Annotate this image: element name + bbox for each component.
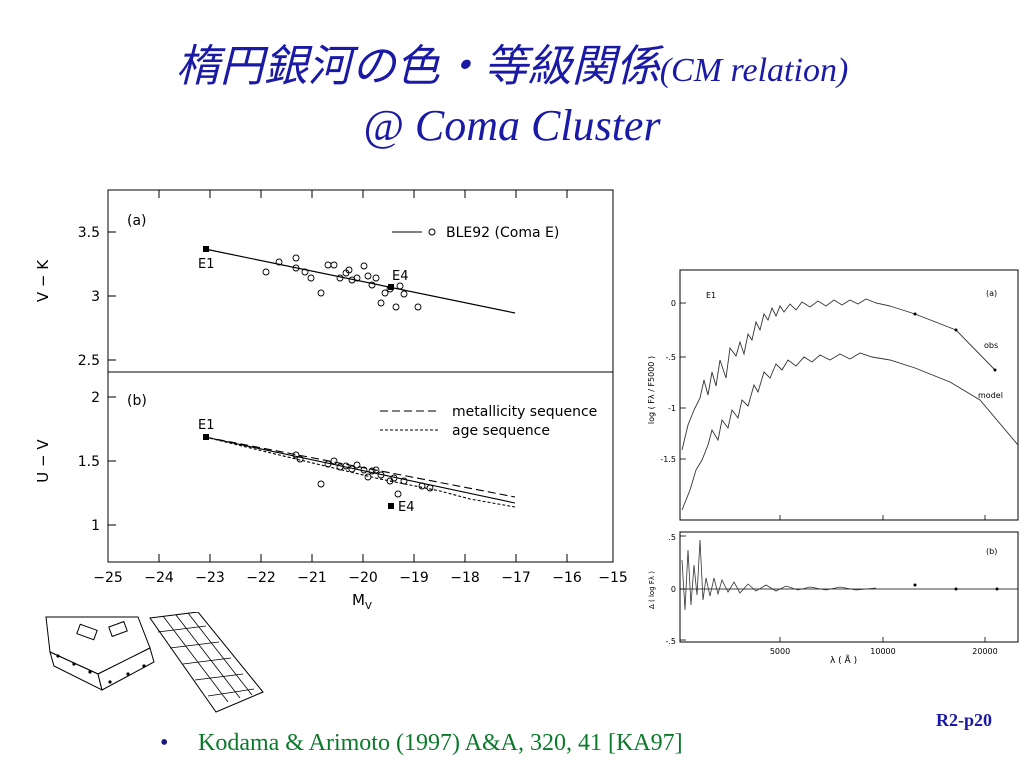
sed-ytick: 0 [671, 299, 676, 308]
panel-a-ytick: 3 [91, 289, 100, 305]
xlabel: MV [352, 591, 372, 612]
e1-label-a: E1 [198, 257, 215, 272]
e1-label-b: E1 [198, 418, 215, 433]
ble92-points-a [262, 254, 422, 311]
panel-b-ytick: 2 [91, 390, 100, 406]
sed-figure: E1 (a) obs model log ( Fλ / F5000 ) 0 -.… [647, 269, 1019, 656]
legend-metallicity: metallicity sequence [452, 404, 597, 420]
residual-spectrum [681, 539, 877, 611]
residual-ylabel: Δ ( log Fλ ) [648, 571, 656, 609]
e4-marker-b [388, 503, 394, 509]
xtick: −25 [93, 570, 123, 586]
model-label: model [978, 391, 1003, 400]
panel-a-ytick: 2.5 [78, 353, 100, 369]
age-sequence-line [204, 436, 516, 508]
metallicity-sequence-line [204, 436, 516, 498]
panel-b-label: (b) [127, 393, 147, 409]
panel-b-ytick: 1 [91, 518, 100, 534]
panel-b-ytick: 1.5 [78, 454, 100, 470]
xtick: −17 [501, 570, 531, 586]
xtick: −15 [598, 570, 628, 586]
cm-fit-line-b [204, 436, 516, 504]
page-reference: R2-p20 [935, 710, 992, 730]
residual-ytick: -.5 [665, 637, 676, 646]
sed-xtick: 5000 [770, 647, 790, 656]
bullet-marker: • [160, 730, 169, 756]
sed-top-frame [679, 269, 1019, 521]
e1-marker-a [203, 246, 209, 252]
model-spectrum [681, 352, 1019, 511]
ble92-points-b [292, 451, 434, 498]
e4-label-a: E4 [392, 269, 409, 284]
sed-xtick: 20000 [972, 647, 997, 656]
xtick: −19 [399, 570, 429, 586]
panel-b-frame [107, 371, 614, 563]
xtick: −16 [552, 570, 582, 586]
panel-b-ylabel: U − V [34, 439, 52, 483]
residual-ytick: 0 [671, 585, 676, 594]
title-english: (CM relation) [659, 52, 849, 89]
panel-a-ytick: 3.5 [78, 225, 100, 241]
e4-label-b: E4 [398, 500, 415, 515]
solar-panel [149, 612, 264, 713]
panel-a-label: (a) [127, 213, 147, 229]
sed-bottom-frame [679, 531, 1019, 643]
sed-xtick: 10000 [870, 647, 895, 656]
sed-ytick: -.5 [665, 353, 676, 362]
sed-ytick: -1.5 [660, 455, 676, 464]
obs-spectrum [681, 298, 996, 451]
e4-marker-a [388, 284, 394, 290]
residual-ytick: .5 [668, 533, 676, 542]
sed-bottom-label: (b) [986, 547, 997, 556]
sed-xlabel: λ ( Å ) [830, 656, 858, 666]
xtick: −22 [246, 570, 276, 586]
slide-subtitle: @ Coma Cluster [363, 101, 661, 150]
sed-e1-label: E1 [706, 291, 716, 300]
sed-ytick: -1 [668, 404, 676, 413]
sed-ylabel: log ( Fλ / F5000 ) [647, 356, 656, 424]
xtick: −18 [450, 570, 480, 586]
title-japanese: 楕円銀河の色・等級関係 [175, 42, 660, 91]
satellite-illustration [45, 612, 264, 713]
legend-age: age sequence [452, 423, 550, 439]
e1-marker-b [203, 434, 209, 440]
xtick: −20 [348, 570, 378, 586]
xtick: −24 [144, 570, 174, 586]
slide-title: 楕円銀河の色・等級関係(CM relation) [0, 30, 1024, 94]
obs-label: obs [984, 341, 998, 350]
sed-top-label: (a) [986, 289, 997, 298]
legend-ble92: BLE92 (Coma E) [446, 225, 559, 241]
xtick: −21 [297, 570, 327, 586]
citation: Kodama & Arimoto (1997) A&A, 320, 41 [KA… [198, 730, 683, 756]
cm-relation-figure: (a) V − K 3.5 3 2.5 BLE92 (Coma E) E1 E4… [34, 189, 628, 612]
xtick: −23 [195, 570, 225, 586]
panel-a-ylabel: V − K [34, 259, 52, 302]
cm-fit-line-a [204, 248, 516, 314]
